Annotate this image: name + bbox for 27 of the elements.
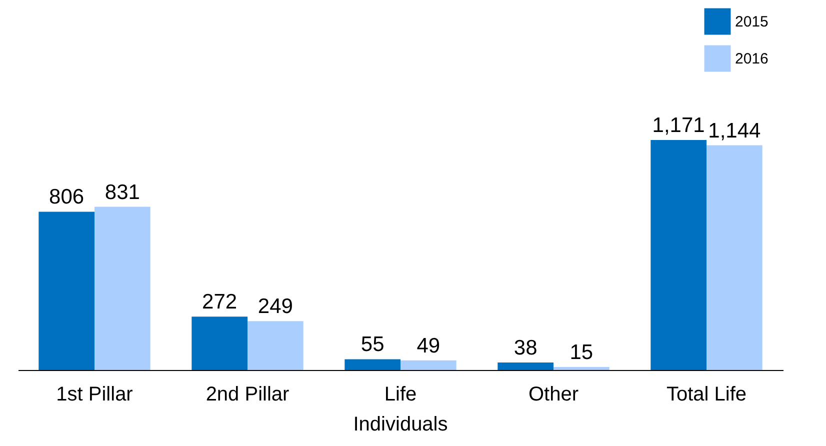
x-tick-label: Other <box>528 384 579 406</box>
data-label: 55 <box>360 333 384 356</box>
data-label: 249 <box>258 295 293 318</box>
data-label: 806 <box>49 186 84 209</box>
bar <box>498 362 554 370</box>
legend-label: 2015 <box>735 14 768 30</box>
data-label: 49 <box>416 334 440 358</box>
data-label: 1,171 <box>652 114 705 137</box>
x-tick-label: 2nd Pillar <box>206 384 290 406</box>
bar <box>554 367 610 370</box>
bar <box>94 206 150 370</box>
data-label: 15 <box>570 341 594 364</box>
bar <box>192 316 248 370</box>
x-tick-label: 1st Pillar <box>56 384 134 406</box>
x-tick-label: Total Life <box>666 384 747 406</box>
x-tick-label: Life Individuals <box>353 384 448 436</box>
data-label: 1,144 <box>708 119 762 142</box>
data-label: 831 <box>104 180 140 204</box>
bar <box>344 359 400 370</box>
bar <box>706 145 762 370</box>
bar <box>38 212 94 370</box>
bar <box>248 321 304 370</box>
bar <box>650 140 706 370</box>
bar <box>400 360 456 370</box>
data-label: 272 <box>202 290 238 314</box>
data-label: 38 <box>514 336 538 360</box>
legend-label: 2016 <box>735 50 768 68</box>
